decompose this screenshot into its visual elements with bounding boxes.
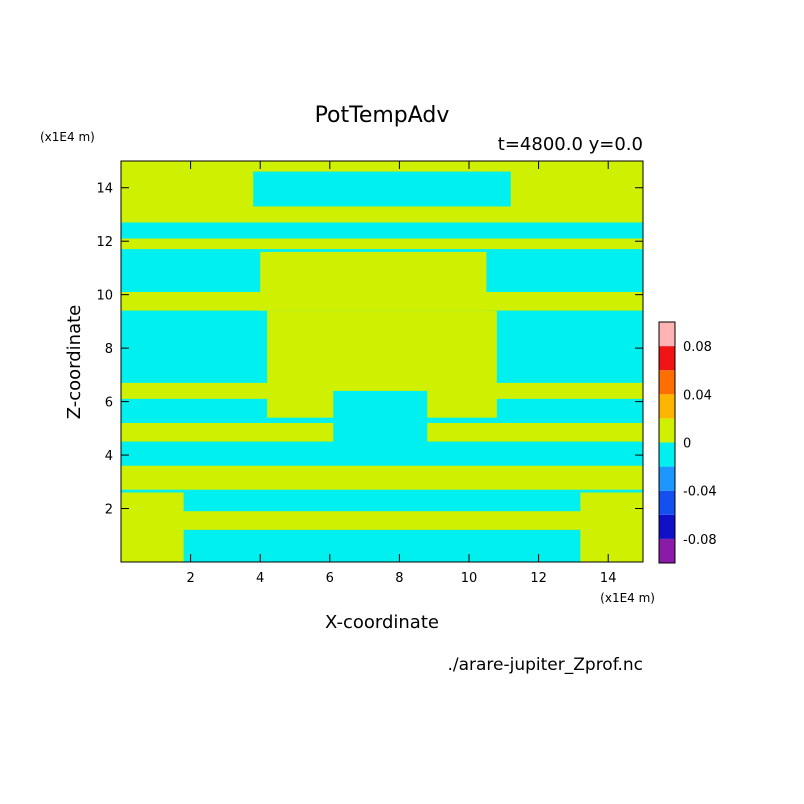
colorbar-swatch xyxy=(659,394,675,419)
colorbar-swatch xyxy=(659,490,675,515)
contour-band xyxy=(121,161,643,172)
colorbar-frame xyxy=(658,321,676,564)
colorbar-tick-label: 0.08 xyxy=(683,340,712,355)
contour-band xyxy=(121,465,643,490)
x-tick-label: 14 xyxy=(600,571,617,586)
y-tick-label: 8 xyxy=(105,342,113,357)
colorbar-swatch xyxy=(659,418,675,443)
y-unit-label: (x1E4 m) xyxy=(40,130,95,144)
colorbar-swatch xyxy=(659,514,675,539)
y-tick-label: 6 xyxy=(105,396,113,411)
colorbar: 0.08 0.04 0 -0.04 -0.08 xyxy=(658,321,717,564)
contour-patch xyxy=(121,161,254,215)
x-tick-label: 2 xyxy=(186,571,194,586)
contour-patch xyxy=(580,492,643,562)
contour-patch xyxy=(510,161,643,215)
colorbar-swatch xyxy=(659,466,675,491)
contour-band xyxy=(121,511,643,530)
colorbar-swatch xyxy=(659,538,675,563)
x-unit-label: (x1E4 m) xyxy=(600,591,655,605)
colorbar-tick-label: -0.08 xyxy=(683,533,717,548)
y-tick-label: 4 xyxy=(105,449,113,464)
y-tick-label: 12 xyxy=(96,235,113,250)
x-tick-label: 12 xyxy=(530,571,547,586)
y-tick-label: 2 xyxy=(105,503,113,518)
contour-band xyxy=(121,238,643,250)
contour-patch xyxy=(260,251,487,311)
colorbar-swatch xyxy=(659,442,675,467)
contour-band xyxy=(121,222,643,239)
source-file-label: ./arare-jupiter_Zprof.nc xyxy=(447,655,643,675)
colorbar-swatch xyxy=(659,346,675,371)
x-tick-label: 8 xyxy=(395,571,403,586)
contour-band xyxy=(121,529,643,562)
plot-frame xyxy=(120,160,644,563)
x-axis-label: X-coordinate xyxy=(325,612,439,633)
contour-fill-layer xyxy=(121,161,643,562)
colorbar-tick-label: 0 xyxy=(683,437,691,452)
plot-axes: 2 4 6 8 10 12 14 2 4 6 8 10 12 14 xyxy=(96,160,644,586)
contour-band xyxy=(121,489,643,512)
contour-patch xyxy=(121,492,184,562)
y-tick-label: 14 xyxy=(96,182,113,197)
colorbar-tick-label: 0.04 xyxy=(683,388,712,403)
colorbar-tick-label: -0.04 xyxy=(683,485,717,500)
y-axis-label: Z-coordinate xyxy=(64,305,85,420)
colorbar-swatch xyxy=(659,370,675,395)
chart-title: PotTempAdv xyxy=(315,103,450,128)
colorbar-swatch xyxy=(659,322,675,347)
y-tick-label: 10 xyxy=(96,289,113,304)
chart-subtitle: t=4800.0 y=0.0 xyxy=(498,134,643,155)
contour-patch xyxy=(333,390,428,450)
x-tick-label: 4 xyxy=(256,571,264,586)
x-tick-label: 10 xyxy=(461,571,478,586)
x-tick-label: 6 xyxy=(326,571,334,586)
